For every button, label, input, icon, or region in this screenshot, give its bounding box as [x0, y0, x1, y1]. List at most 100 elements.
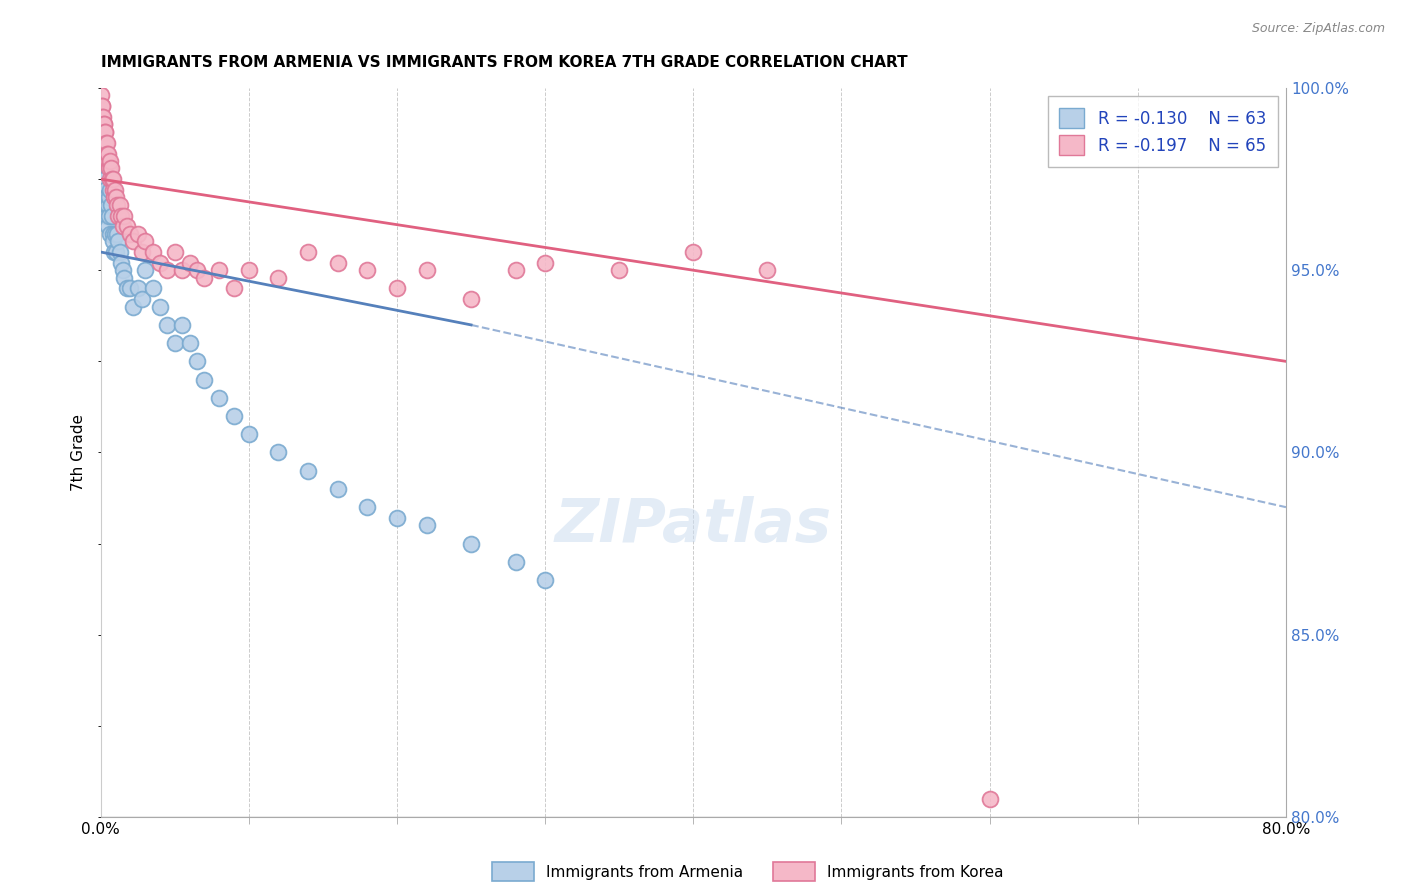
Point: [134, 234, 156, 248]
Point: [93, 117, 115, 131]
Point: [104, 245, 127, 260]
Point: [97, 190, 120, 204]
Point: [98, 172, 121, 186]
Point: [97, 161, 120, 176]
Point: [107, 234, 129, 248]
Point: [94, 190, 117, 204]
Point: [98, 227, 121, 241]
Point: [103, 234, 125, 248]
Point: [756, 263, 779, 277]
Point: [141, 281, 163, 295]
Point: [534, 256, 557, 270]
Point: [91, 136, 114, 150]
Point: [100, 161, 122, 176]
Point: [94, 197, 117, 211]
Point: [238, 263, 260, 277]
Point: [131, 293, 153, 307]
Point: [460, 293, 482, 307]
Point: [222, 281, 245, 295]
Point: [101, 172, 124, 186]
Point: [91, 99, 114, 113]
Point: [91, 110, 114, 124]
Point: [104, 190, 127, 204]
Point: [107, 209, 129, 223]
Point: [110, 209, 132, 223]
Point: [103, 172, 125, 186]
Point: [149, 300, 172, 314]
Point: [101, 227, 124, 241]
Point: [385, 281, 408, 295]
Point: [607, 263, 630, 277]
Point: [103, 190, 125, 204]
Point: [112, 209, 135, 223]
Point: [505, 263, 527, 277]
Point: [105, 197, 128, 211]
Point: [208, 391, 231, 405]
Point: [172, 318, 194, 332]
Point: [122, 234, 145, 248]
Text: ZIPatlas: ZIPatlas: [555, 496, 832, 555]
Text: Source: ZipAtlas.com: Source: ZipAtlas.com: [1251, 22, 1385, 36]
Point: [156, 263, 179, 277]
Point: [96, 153, 118, 168]
Point: [120, 227, 142, 241]
Point: [94, 125, 117, 139]
Point: [90, 88, 112, 103]
Point: [297, 464, 319, 478]
Point: [100, 197, 122, 211]
Point: [97, 219, 120, 234]
Point: [112, 270, 135, 285]
Point: [385, 511, 408, 525]
Point: [505, 555, 527, 569]
Point: [97, 146, 120, 161]
Point: [90, 99, 112, 113]
Point: [94, 136, 117, 150]
Point: [94, 183, 117, 197]
Point: [356, 263, 378, 277]
Point: [93, 117, 115, 131]
Point: [141, 245, 163, 260]
Point: [105, 227, 128, 241]
Point: [222, 409, 245, 423]
Text: Immigrants from Korea: Immigrants from Korea: [827, 865, 1004, 880]
Point: [149, 256, 172, 270]
Point: [91, 125, 114, 139]
Point: [326, 256, 349, 270]
Point: [979, 791, 1001, 805]
Point: [156, 318, 179, 332]
Y-axis label: 7th Grade: 7th Grade: [72, 414, 86, 491]
Point: [682, 245, 704, 260]
Point: [94, 172, 117, 186]
Point: [163, 336, 186, 351]
Point: [91, 153, 114, 168]
Point: [267, 445, 290, 459]
Point: [122, 300, 145, 314]
Point: [93, 172, 115, 186]
Point: [193, 373, 215, 387]
Point: [131, 245, 153, 260]
Point: [179, 336, 201, 351]
Text: Immigrants from Armenia: Immigrants from Armenia: [546, 865, 742, 880]
Point: [179, 256, 201, 270]
Text: IMMIGRANTS FROM ARMENIA VS IMMIGRANTS FROM KOREA 7TH GRADE CORRELATION CHART: IMMIGRANTS FROM ARMENIA VS IMMIGRANTS FR…: [101, 55, 907, 70]
Point: [96, 209, 118, 223]
Point: [96, 146, 118, 161]
Point: [127, 281, 149, 295]
Point: [108, 197, 131, 211]
Point: [127, 227, 149, 241]
Point: [98, 183, 121, 197]
Point: [97, 197, 120, 211]
Point: [90, 99, 112, 113]
Point: [267, 270, 290, 285]
Point: [111, 263, 134, 277]
Point: [238, 427, 260, 442]
Point: [415, 263, 437, 277]
Point: [96, 190, 118, 204]
Point: [98, 209, 121, 223]
Point: [96, 136, 118, 150]
Point: [117, 219, 139, 234]
Point: [163, 245, 186, 260]
Point: [96, 190, 118, 204]
Point: [134, 263, 156, 277]
Point: [94, 136, 117, 150]
